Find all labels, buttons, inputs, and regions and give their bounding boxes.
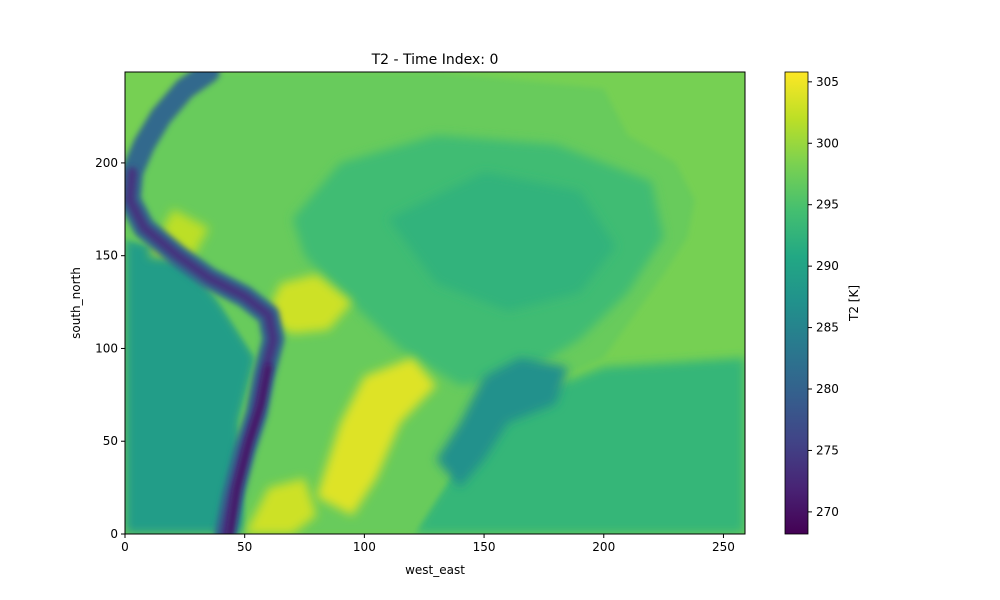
bolivian-lowlands-region (263, 274, 353, 334)
colorbar-label: T2 [K] (847, 285, 861, 322)
y-tick-label: 150 (95, 249, 118, 263)
x-tick-label: 250 (712, 540, 735, 554)
south-warm-region (244, 478, 317, 534)
ocean-pacific-region (125, 237, 257, 534)
y-axis-ticks: 0 50 100 150 200 (95, 156, 125, 541)
plot-frame (124, 71, 746, 535)
colorbar-tick-label: 300 (816, 136, 839, 150)
colorbar-tick-label: 275 (816, 443, 839, 457)
interior-cool-region (388, 172, 616, 312)
ocean-southeast-region (125, 357, 745, 534)
colorbar (784, 71, 809, 535)
colorbar-tick-label: 270 (816, 505, 839, 519)
y-tick-label: 0 (110, 527, 118, 541)
colorbar-tick-label: 295 (816, 198, 839, 212)
temperature-heatmap (125, 72, 745, 534)
x-tick-label: 0 (121, 540, 129, 554)
southeast-highlands-region (436, 357, 568, 488)
x-tick-label: 150 (473, 540, 496, 554)
y-tick-label: 50 (103, 434, 118, 448)
y-tick-label: 200 (95, 156, 118, 170)
colorbar-tick-label: 280 (816, 382, 839, 396)
colorbar-tick-label: 290 (816, 259, 839, 273)
x-tick-label: 100 (353, 540, 376, 554)
y-axis-label: south_north (69, 267, 83, 339)
x-axis-ticks: 0 50 100 150 200 250 (121, 534, 735, 554)
x-axis-label: west_east (405, 563, 465, 577)
colorbar-tick-label: 305 (816, 75, 839, 89)
y-tick-label: 100 (95, 341, 118, 355)
chart-title: T2 - Time Index: 0 (371, 52, 499, 68)
x-tick-label: 50 (237, 540, 252, 554)
x-tick-label: 200 (592, 540, 615, 554)
andes-core-band (227, 364, 272, 534)
chaco-lowlands-region (316, 357, 437, 516)
colorbar-tick-label: 285 (816, 321, 839, 335)
colorbar-ticks: 270 275 280 285 290 295 300 305 (808, 75, 839, 519)
